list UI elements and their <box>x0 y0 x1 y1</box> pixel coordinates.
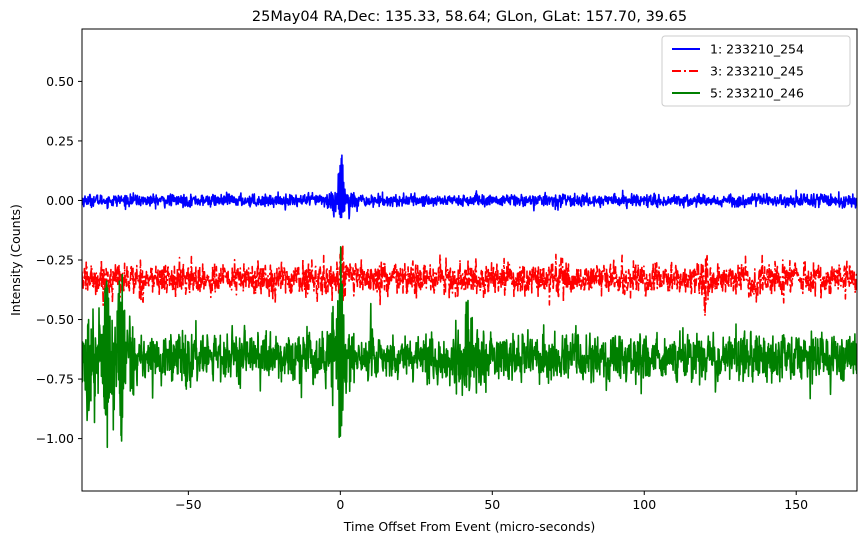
x-axis-label: Time Offset From Event (micro-seconds) <box>343 519 595 534</box>
y-tick-label: −1.00 <box>36 431 74 446</box>
y-tick-label: −0.75 <box>36 372 74 387</box>
chart-title: 25May04 RA,Dec: 135.33, 58.64; GLon, GLa… <box>252 9 687 25</box>
x-tick-label: 150 <box>784 497 808 512</box>
y-tick-label: 0.50 <box>46 74 74 89</box>
legend: 1: 233210_254 3: 233210_245 5: 233210_246 <box>661 35 851 107</box>
y-tick-label: 0.25 <box>46 133 74 148</box>
y-tick-label: 0.00 <box>46 193 74 208</box>
series-line-1 <box>82 154 857 220</box>
y-axis-label: Intensity (Counts) <box>8 204 23 316</box>
legend-label: 1: 233210_254 <box>710 42 804 57</box>
x-tick-label: 100 <box>632 497 656 512</box>
legend-label: 5: 233210_246 <box>710 86 804 101</box>
y-tick-label: −0.50 <box>36 312 74 327</box>
x-tick-label: 0 <box>336 497 344 512</box>
x-axis: −50 0 50 100 150 <box>175 491 808 512</box>
series-line-3 <box>82 243 857 317</box>
y-tick-label: −0.25 <box>36 253 74 268</box>
legend-label: 3: 233210_245 <box>710 64 804 79</box>
x-tick-label: 50 <box>484 497 500 512</box>
x-tick-label: −50 <box>175 497 201 512</box>
series-line-5 <box>82 246 857 449</box>
y-axis: 0.50 0.25 0.00 −0.25 −0.50 −0.75 −1.00 <box>36 74 82 446</box>
series-layer <box>82 154 857 449</box>
legend-box <box>661 35 851 107</box>
